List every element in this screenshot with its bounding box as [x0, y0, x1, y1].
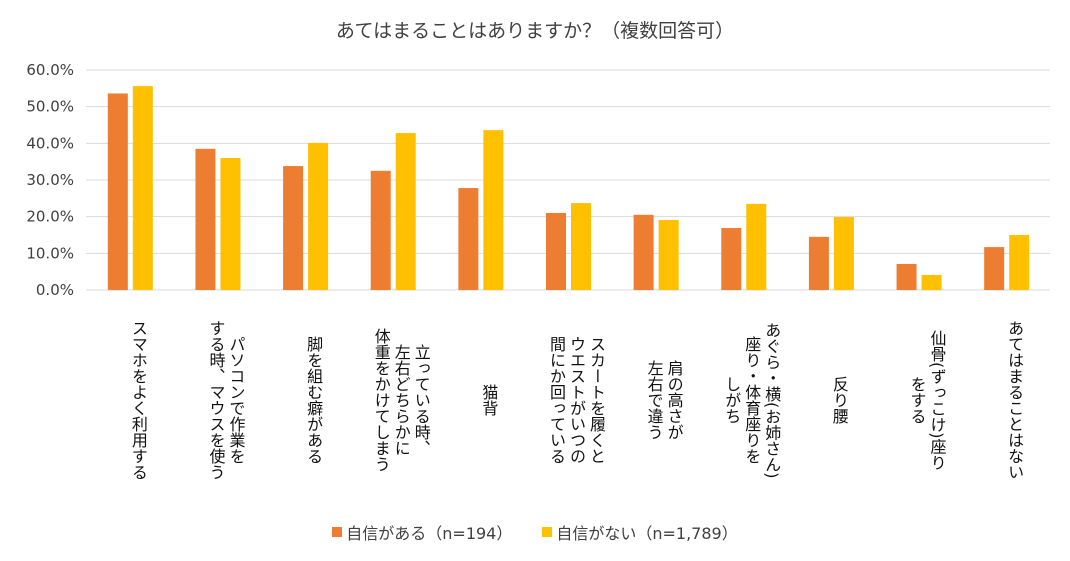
bar-not-confident	[1009, 235, 1030, 290]
x-tick-label: あてはまることはない	[1005, 320, 1025, 480]
legend-swatch	[332, 527, 343, 537]
bar-confident	[370, 170, 391, 290]
bar-not-confident	[308, 142, 329, 290]
legend-item-confident: 自信がある（n=194）	[332, 520, 512, 544]
x-tick-label: 立っている時、 左右どちらかに 体重をかけてしまう	[371, 328, 431, 472]
bar-not-confident	[658, 219, 679, 290]
x-tick-label: 反り腰	[829, 376, 849, 424]
bar-confident	[458, 188, 479, 290]
y-tick-label: 40.0%	[26, 134, 74, 152]
legend-swatch	[542, 527, 553, 537]
x-tick-label: パソコンで作業を する時、マウスを使う	[206, 320, 246, 480]
legend: 自信がある（n=194） 自信がない（n=1,789）	[0, 520, 1070, 544]
bar-not-confident	[921, 274, 942, 290]
y-tick-label: 0.0%	[36, 281, 74, 299]
bar-not-confident	[746, 203, 767, 290]
x-tick-label: 肩の高さが 左右で違う	[644, 360, 684, 440]
y-tick-label: 10.0%	[26, 244, 74, 262]
bar-confident	[721, 228, 742, 290]
legend-label: 自信がない（n=1,789）	[556, 524, 738, 543]
x-tick-label: スマホをよく利用する	[128, 320, 148, 480]
x-tick-label: あぐら・横(お姉さん) 座り・体育座りを しがち	[722, 321, 782, 479]
bar-confident	[546, 213, 566, 290]
x-tick-label: 脚を組む癖がある	[304, 336, 324, 464]
y-tick-label: 60.0%	[26, 61, 74, 79]
bar-confident	[984, 247, 1005, 290]
bar-confident	[195, 148, 216, 290]
y-tick-label: 20.0%	[26, 208, 74, 226]
bar-confident	[283, 166, 304, 290]
y-tick-label: 30.0%	[26, 171, 74, 189]
legend-label: 自信がある（n=194）	[346, 524, 513, 543]
x-tick-label: 猫背	[479, 384, 499, 416]
y-tick-label: 50.0%	[26, 98, 74, 116]
legend-item-not-confident: 自信がない（n=1,789）	[542, 520, 738, 544]
bar-confident	[896, 263, 917, 290]
bar-confident	[107, 93, 128, 290]
x-tick-label: 仙骨(ずっこけ)座り をする	[907, 329, 947, 471]
bar-not-confident	[571, 203, 591, 290]
chart-title: あてはまることはありますか？（複数回答可）	[335, 20, 735, 42]
bar-confident	[633, 214, 654, 290]
bar-not-confident	[833, 217, 854, 290]
bar-confident	[808, 236, 829, 290]
bar-not-confident	[220, 158, 241, 290]
bar-not-confident	[483, 130, 504, 290]
bar-not-confident	[132, 86, 153, 290]
x-tick-label: スカートを履くと ウエストがいつの 間にか回っている	[547, 336, 606, 464]
bar-not-confident	[395, 133, 416, 290]
